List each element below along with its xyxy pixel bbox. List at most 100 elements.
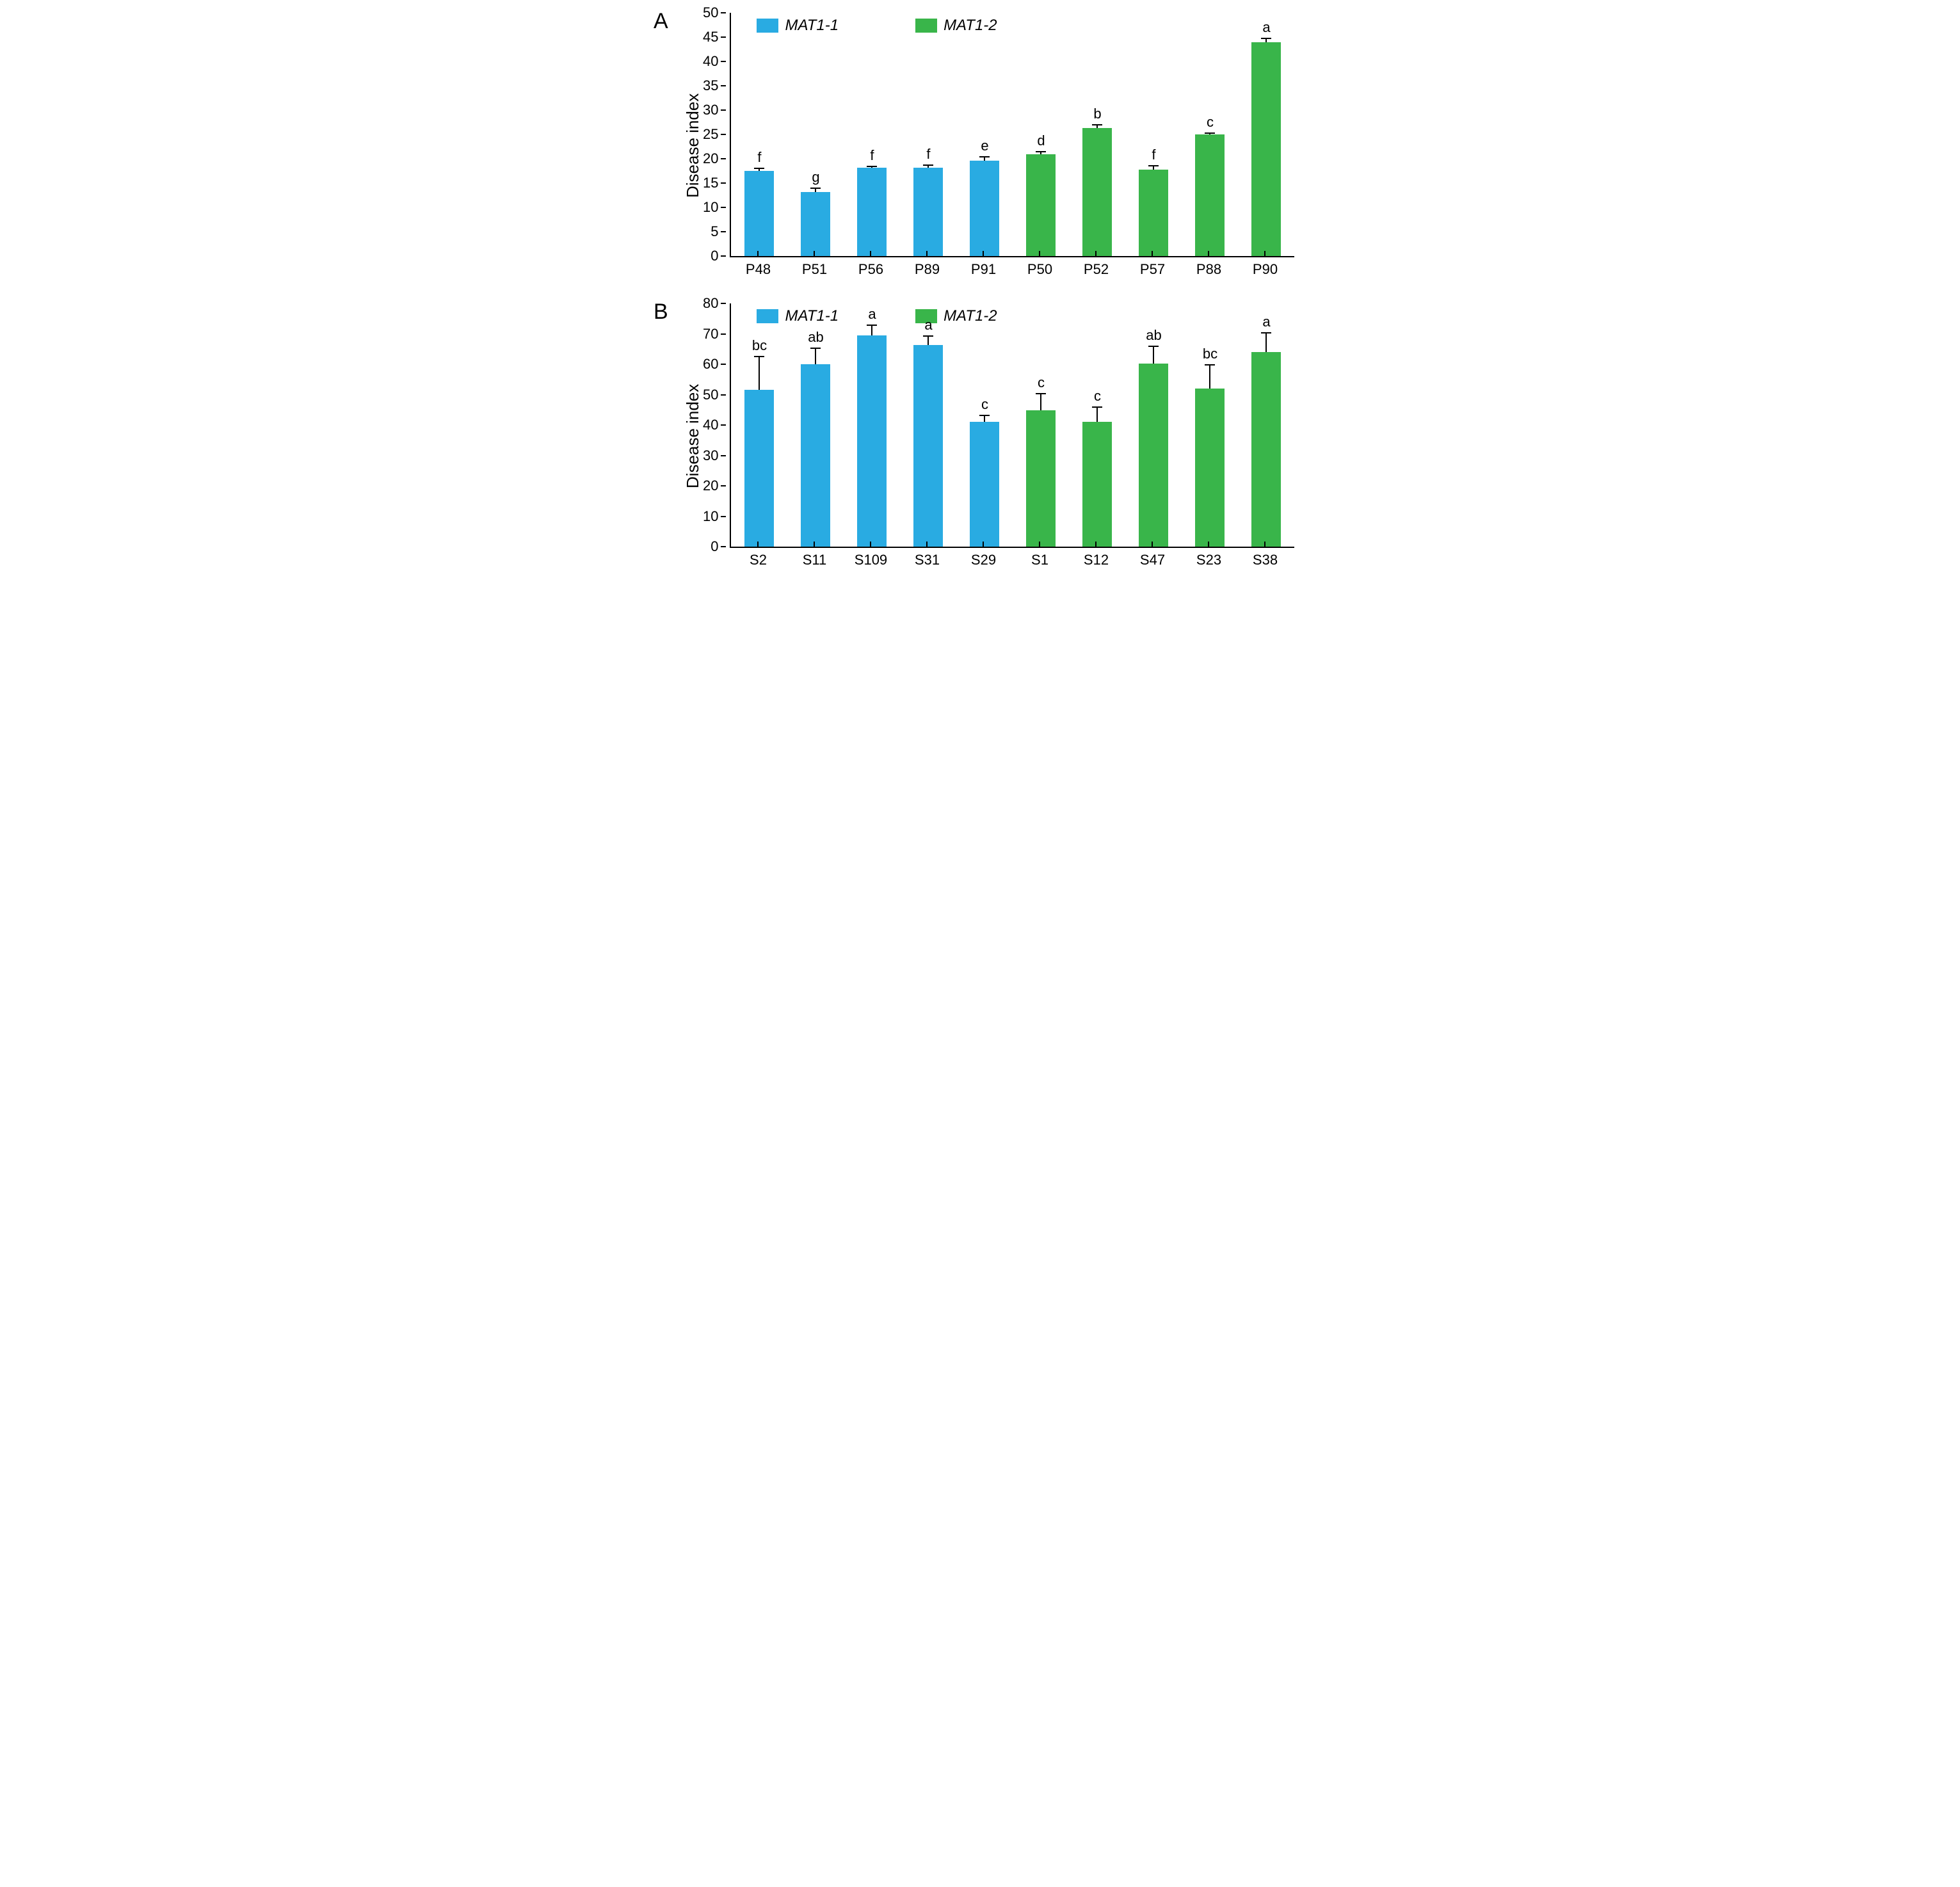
bar xyxy=(1082,422,1112,547)
ytick-label: 50 xyxy=(703,388,718,402)
ytick-label: 5 xyxy=(711,225,718,239)
error-bar xyxy=(1096,407,1098,422)
panel-a-xaxis: P48P51P56P89P91P50P52P57P88P90 xyxy=(730,257,1293,278)
ytick-label: 15 xyxy=(703,176,718,190)
xtick-mark xyxy=(1095,251,1096,256)
ytick-label: 45 xyxy=(703,30,718,44)
error-bar xyxy=(928,336,929,345)
significance-letter: bc xyxy=(752,337,767,354)
ytick-label: 40 xyxy=(703,54,718,68)
xtick-label: P51 xyxy=(786,257,842,278)
panel-b-xaxis: S2S11S109S31S29S1S12S47S23S38 xyxy=(730,548,1293,568)
xtick-mark xyxy=(983,542,984,547)
error-cap xyxy=(923,335,933,337)
error-bar xyxy=(871,325,872,335)
bar-group: a xyxy=(857,303,887,547)
error-cap xyxy=(1148,165,1159,166)
significance-letter: b xyxy=(1093,106,1101,122)
bar-group: c xyxy=(1082,303,1112,547)
bar xyxy=(1251,352,1281,547)
bar-group: c xyxy=(1026,303,1056,547)
bar-group: g xyxy=(801,13,830,256)
ytick-mark xyxy=(721,485,726,486)
ytick-label: 30 xyxy=(703,103,718,117)
xtick-mark xyxy=(1208,251,1209,256)
ytick-label: 50 xyxy=(703,6,718,20)
ytick-label: 30 xyxy=(703,449,718,463)
bar xyxy=(913,345,943,547)
error-cap xyxy=(979,415,990,416)
figure: A Disease index 50454035302520151050 MAT… xyxy=(654,13,1306,568)
ytick-label: 20 xyxy=(703,152,718,166)
ytick-mark xyxy=(721,455,726,456)
ytick-mark xyxy=(721,134,726,135)
significance-letter: bc xyxy=(1203,346,1217,362)
significance-letter: a xyxy=(1262,19,1270,36)
xtick-mark xyxy=(926,251,928,256)
panel-a-plot: MAT1-1 MAT1-2 fgffedbfca xyxy=(730,13,1294,257)
bar xyxy=(857,168,887,256)
xtick-label: P57 xyxy=(1124,257,1180,278)
ytick-mark xyxy=(721,12,726,13)
error-cap xyxy=(754,168,764,169)
xtick-mark xyxy=(1208,542,1209,547)
xtick-label: P89 xyxy=(899,257,955,278)
error-cap xyxy=(1036,151,1046,152)
xtick-mark xyxy=(757,251,759,256)
error-cap xyxy=(1148,346,1159,347)
bar-group: a xyxy=(1251,13,1281,256)
significance-letter: g xyxy=(812,169,819,186)
significance-letter: ab xyxy=(808,329,823,346)
ytick-label: 10 xyxy=(703,200,718,214)
xtick-mark xyxy=(1152,542,1153,547)
error-cap xyxy=(1092,406,1102,408)
bar-group: f xyxy=(857,13,887,256)
error-cap xyxy=(810,188,821,189)
xtick-mark xyxy=(814,251,815,256)
xtick: P48 xyxy=(730,257,786,278)
panel-b-chart: Disease index 80706050403020100 MAT1-1 M… xyxy=(679,303,1306,568)
panel-b-plot: MAT1-1 MAT1-2 bcabaacccabbca xyxy=(730,303,1294,548)
xtick: S47 xyxy=(1124,548,1180,568)
bar-group: c xyxy=(970,303,999,547)
xtick-label: S11 xyxy=(786,548,842,568)
bar xyxy=(1195,134,1225,256)
xtick-mark xyxy=(870,251,871,256)
ytick-mark xyxy=(721,109,726,111)
significance-letter: c xyxy=(1207,114,1214,131)
error-bar xyxy=(759,357,760,390)
ytick-mark xyxy=(721,36,726,38)
ytick-mark xyxy=(721,182,726,184)
xtick: P89 xyxy=(899,257,955,278)
significance-letter: d xyxy=(1037,132,1045,149)
ytick-mark xyxy=(721,158,726,159)
xtick-mark xyxy=(1264,251,1265,256)
xtick-label: S31 xyxy=(899,548,955,568)
error-cap xyxy=(1261,38,1271,39)
error-bar xyxy=(1209,365,1210,389)
bar-group: f xyxy=(913,13,943,256)
panel-b-label: B xyxy=(654,300,668,325)
significance-letter: f xyxy=(870,147,874,164)
xtick-label: S109 xyxy=(842,548,899,568)
significance-letter: c xyxy=(1094,388,1101,405)
panel-a-bars: fgffedbfca xyxy=(731,13,1294,256)
bar-group: e xyxy=(970,13,999,256)
bar-group: f xyxy=(1139,13,1168,256)
xtick-mark xyxy=(1039,251,1040,256)
bar xyxy=(857,335,887,547)
xtick: P50 xyxy=(1011,257,1068,278)
ytick-label: 35 xyxy=(703,79,718,93)
xtick-label: S38 xyxy=(1237,548,1293,568)
xtick-label: P56 xyxy=(842,257,899,278)
xtick: S2 xyxy=(730,548,786,568)
error-cap xyxy=(1261,332,1271,333)
error-bar xyxy=(815,348,816,364)
xtick: P91 xyxy=(955,257,1011,278)
bar xyxy=(744,390,774,547)
bar xyxy=(1251,42,1281,256)
bar-group: ab xyxy=(801,303,830,547)
xtick: S12 xyxy=(1068,548,1124,568)
xtick-label: P52 xyxy=(1068,257,1124,278)
bar xyxy=(1139,364,1168,547)
